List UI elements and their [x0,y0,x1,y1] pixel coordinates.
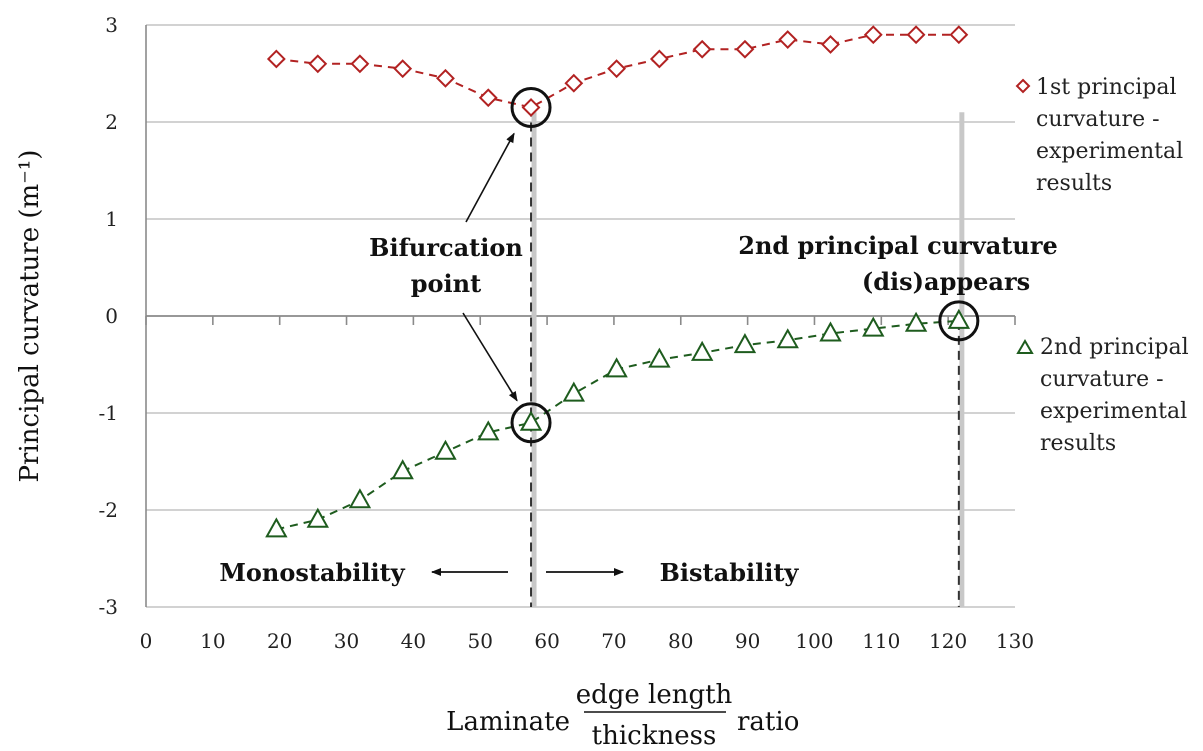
triangle-point [265,517,288,538]
x-tick-label: 130 [996,629,1034,653]
diamond-point [266,49,286,69]
x-tick-label: 70 [601,629,626,653]
diamond-point [906,25,926,45]
diamond-point [350,54,370,74]
legend-diamond-marker [1015,78,1031,94]
legend-series-2-line1: 2nd principal [1040,335,1189,360]
x-tick-label: 20 [267,629,292,653]
diamond-point [863,25,883,45]
bifurcation-label-line2: point [411,269,481,298]
triangle-point [690,340,714,361]
diamond-point [692,39,712,59]
diamond-point [308,54,328,74]
triangle-point [819,321,842,342]
diamond-point [607,59,627,79]
highlight-circle [510,86,552,128]
legend-series-2-line4: results [1040,431,1116,456]
legend-series-2-line3: experimental [1040,399,1187,424]
legend-series-1-line1: 1st principal [1036,75,1177,100]
highlight-circle [510,402,552,444]
x-tick-label: 120 [929,629,967,653]
diamond-point [393,59,413,79]
grid-lines [146,24,1015,608]
triangle-point [434,439,457,460]
diamond-point [436,68,455,88]
arrow-to-first-curvature [465,132,515,223]
diamond-point [564,73,584,93]
second-curvature-label-line2: (dis)appears [862,267,1030,296]
triangle-point [605,357,628,378]
legend-series-1: 1st principal curvature - experimental r… [1015,75,1183,196]
x-axis-label-denominator: thickness [592,721,717,751]
vertical-marker-lines [530,107,965,607]
x-tick-label: 10 [200,629,225,653]
legend-series-1-line2: curvature - [1036,107,1160,132]
axes [145,25,1016,607]
legend-series-2: 2nd principal curvature - experimental r… [1016,335,1189,456]
monostability-label: Monostability [219,558,405,587]
y-tick-label: -1 [99,401,118,425]
triangle-point [348,488,372,509]
x-axis-label-suffix: ratio [737,707,799,737]
triangle-point [648,347,671,368]
triangle-point [477,420,500,441]
highlight-circle [938,300,980,342]
bistability-label: Bistability [660,558,800,587]
triangle-point [733,333,757,354]
x-tick-label: 100 [795,629,833,653]
y-tick-label: 3 [105,13,118,37]
triangle-point [519,410,543,431]
data-series [265,25,971,538]
triangle-point [776,328,799,349]
y-tick-label: -3 [99,595,118,619]
triangle-point [391,459,414,480]
x-axis-label-numerator: edge length [576,680,733,710]
y-tick-label: 1 [105,207,118,231]
series-2-line [276,319,959,531]
bifurcation-label-line1: Bifurcation [369,233,523,262]
diamond-point [949,25,969,45]
legend-series-1-line4: results [1036,171,1112,196]
second-curvature-label-line1: 2nd principal curvature [738,231,1057,260]
x-tick-label: 60 [534,629,559,653]
x-axis-label-prefix: Laminate [446,707,570,737]
y-tick-label: -2 [99,498,118,522]
y-tick-label: 2 [105,110,118,134]
triangle-point [947,308,971,329]
triangle-point [862,316,885,337]
x-axis-label: Laminate edge length thickness ratio [446,680,799,751]
diamond-point [821,34,840,54]
annotation-arrows [431,132,624,576]
y-tick-label: 0 [105,304,118,328]
x-tick-label: 0 [140,629,153,653]
y-axis-label: Principal curvature (m⁻¹) [15,150,45,483]
x-tick-labels: 0 10 20 30 40 50 60 70 80 90 100 110 120 130 [140,629,1034,653]
diamond-point [649,49,669,69]
legend-series-1-line3: experimental [1036,139,1183,164]
x-tick-label: 90 [735,629,760,653]
legend-triangle-marker [1016,339,1034,354]
x-tick-label: 50 [468,629,493,653]
diamond-point [735,39,755,59]
diamond-point [478,88,498,108]
y-tick-labels: 3 2 1 0 -1 -2 -3 [99,13,118,619]
diamond-point [778,30,798,49]
diamond-point [521,98,541,117]
triangle-point [306,507,329,528]
triangle-point [904,311,928,332]
x-tick-label: 40 [401,629,426,653]
x-tick-label: 80 [668,629,693,653]
triangle-point [562,381,586,402]
x-tick-label: 30 [334,629,359,653]
highlight-circles [510,86,980,444]
arrow-to-second-curvature [462,312,518,402]
legend-series-2-line2: curvature - [1040,367,1164,392]
x-tick-label: 110 [862,629,900,653]
